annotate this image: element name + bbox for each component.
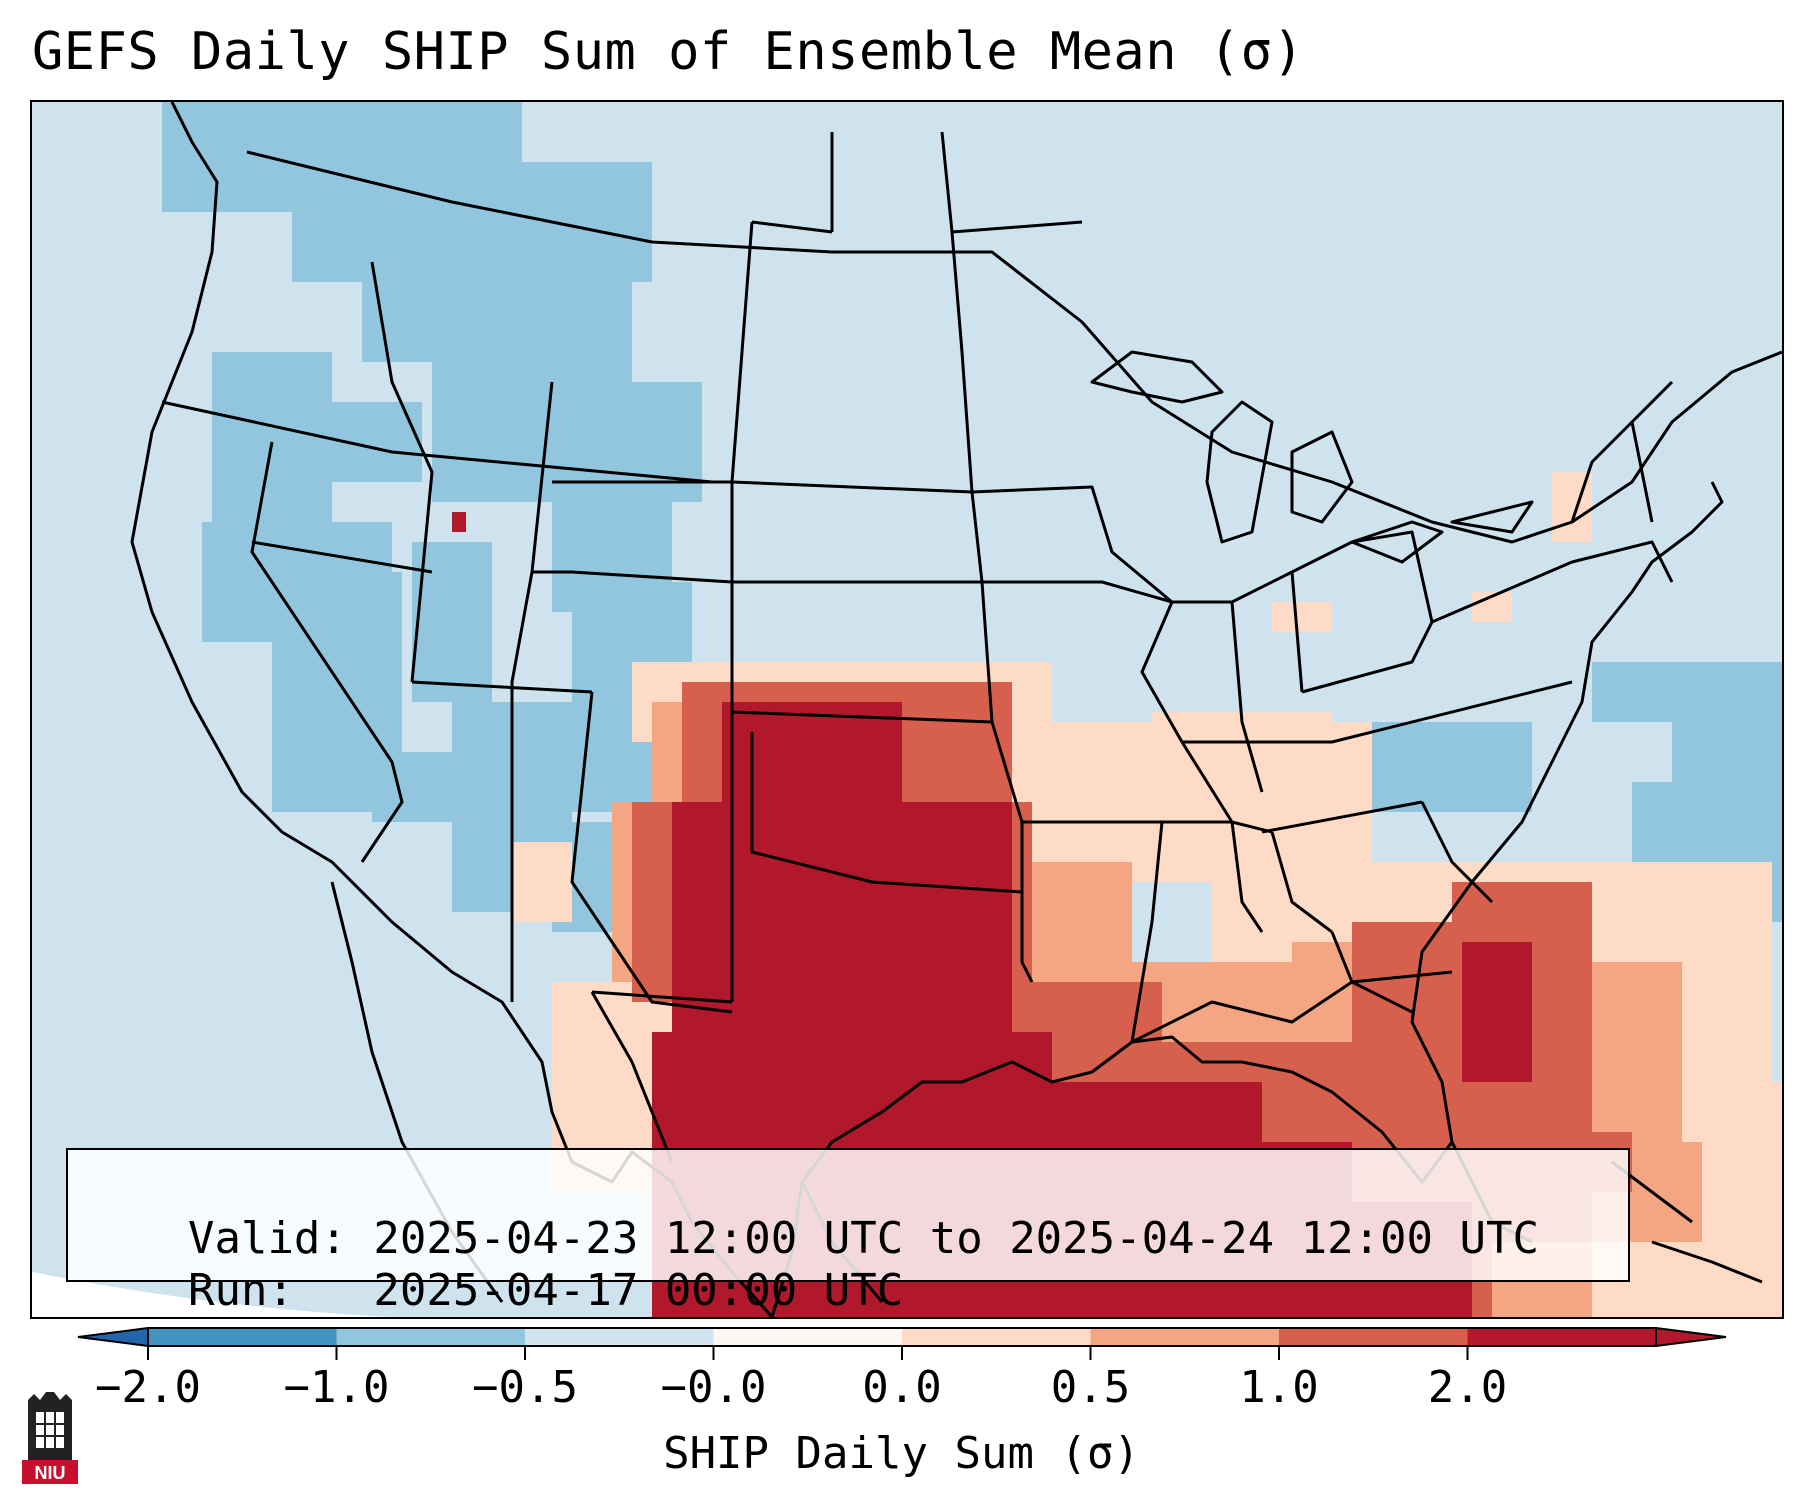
- colorbar-segment: [713, 1328, 903, 1346]
- colorbar-tick-label: 2.0: [1427, 1362, 1508, 1413]
- svg-text:NIU: NIU: [35, 1463, 66, 1483]
- colorbar-segment: [902, 1328, 1091, 1346]
- ship-anomaly-map: [32, 102, 1782, 1317]
- colorbar-tick-label: −0.0: [660, 1362, 767, 1413]
- run-label: Run:: [187, 1265, 294, 1316]
- colorbar-tick-label: −0.5: [472, 1362, 578, 1413]
- colorbar-tick-label: 0.0: [862, 1362, 942, 1413]
- colorbar-segment: [148, 1328, 337, 1346]
- negative-anomaly-patches: [162, 102, 1782, 1317]
- colorbar-tick-label: 0.5: [1050, 1362, 1131, 1413]
- run-time: 2025-04-17 00:00 UTC: [373, 1265, 904, 1316]
- colorbar-segment: [525, 1328, 714, 1346]
- colorbar-segment: [1090, 1328, 1280, 1346]
- colorbar: [77, 1326, 1727, 1360]
- colorbar-segment: [336, 1328, 526, 1346]
- valid-label: Valid:: [187, 1213, 347, 1264]
- colorbar-segment: [1467, 1328, 1657, 1346]
- colorbar-segment: [1279, 1328, 1468, 1346]
- colorbar-extend-min: [77, 1326, 149, 1348]
- valid-time-info-box: Valid: 2025-04-23 12:00 UTC to 2025-04-2…: [66, 1148, 1630, 1316]
- map-panel: [30, 100, 1784, 1319]
- valid-range: 2025-04-23 12:00 UTC to 2025-04-24 12:00…: [373, 1213, 1539, 1264]
- colorbar-extend-max: [1655, 1326, 1727, 1348]
- projection-edge: [32, 1272, 632, 1317]
- colorbar-tick-label: −1.0: [283, 1362, 390, 1413]
- page-title: GEFS Daily SHIP Sum of Ensemble Mean (σ): [32, 22, 1305, 82]
- niu-logo: NIU: [22, 1392, 78, 1484]
- colorbar-label: SHIP Daily Sum (σ): [663, 1428, 1140, 1479]
- colorbar-tick-label: 1.0: [1239, 1362, 1319, 1413]
- colorbar-tick-label: −2.0: [95, 1362, 201, 1413]
